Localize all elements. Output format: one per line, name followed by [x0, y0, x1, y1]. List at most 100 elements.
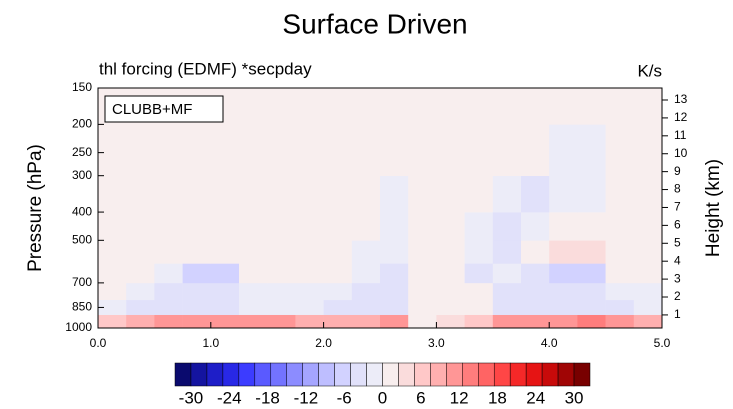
heat-cell — [436, 299, 465, 315]
heat-cell — [521, 124, 550, 176]
heat-cell — [577, 314, 606, 329]
y2-tick-label: 8 — [674, 182, 681, 196]
heat-cell — [295, 263, 324, 284]
heat-cell — [295, 240, 324, 264]
heat-cell — [351, 314, 381, 329]
heat-cell — [98, 124, 127, 176]
colorbar-box — [493, 362, 511, 387]
heat-cell — [126, 263, 155, 284]
heat-cell — [267, 314, 296, 329]
heat-cell — [408, 124, 437, 176]
y2-tick-label: 10 — [674, 146, 688, 160]
colorbar-tick-label: -24 — [217, 388, 242, 407]
colorbar-tick-label: -30 — [179, 388, 204, 407]
colorbar-tick-label: -12 — [294, 388, 319, 407]
heat-cell — [239, 299, 268, 315]
heat-cell — [521, 240, 550, 264]
heat-cell — [408, 299, 437, 315]
colorbar-box — [414, 362, 431, 387]
heatmap — [98, 88, 663, 329]
heat-cell — [182, 299, 212, 315]
colorbar-tick-label: 18 — [488, 388, 507, 407]
colorbar-box — [557, 362, 575, 387]
heat-cell — [380, 282, 409, 301]
heat-cell — [182, 282, 212, 301]
colorbar-box — [270, 362, 287, 387]
heat-cell — [464, 124, 494, 176]
heat-cell — [521, 263, 550, 284]
colorbar-box — [573, 362, 591, 387]
heat-cell — [521, 314, 550, 329]
heat-cell — [633, 240, 663, 264]
y2-tick-label: 12 — [674, 110, 688, 124]
heat-cell — [492, 314, 522, 329]
heat-cell — [351, 88, 381, 125]
heat-cell — [436, 212, 465, 241]
heat-cell — [464, 240, 494, 264]
heat-cell — [210, 299, 240, 315]
heat-cell — [605, 88, 635, 125]
heat-cell — [98, 175, 127, 213]
heat-cell — [380, 212, 409, 241]
heat-cell — [239, 263, 268, 284]
heat-cell — [408, 240, 437, 264]
heat-cell — [98, 263, 127, 284]
heat-cell — [98, 240, 127, 264]
heat-cell — [408, 282, 437, 301]
heat-cell — [549, 175, 578, 213]
heat-cell — [408, 263, 437, 284]
heat-cell — [549, 212, 578, 241]
heat-cell — [605, 299, 635, 315]
heat-cell — [549, 282, 578, 301]
heat-cell — [239, 124, 268, 176]
heat-cell — [210, 314, 240, 329]
heat-cell — [210, 124, 240, 176]
y2-tick-label: 11 — [674, 128, 687, 142]
heat-cell — [182, 314, 212, 329]
heat-cell — [492, 263, 522, 284]
heat-cell — [492, 88, 522, 125]
y2-tick-label: 9 — [674, 164, 681, 178]
y-tick-label: 850 — [72, 300, 92, 314]
heat-cell — [408, 212, 437, 241]
heat-cell — [492, 124, 522, 176]
heat-cell — [436, 88, 465, 125]
heat-cell — [633, 263, 663, 284]
heat-cell — [323, 299, 353, 315]
heat-cell — [323, 240, 353, 264]
colorbar-box — [222, 362, 240, 387]
y2-tick-label: 5 — [674, 235, 681, 249]
heat-cell — [323, 263, 353, 284]
heat-cell — [98, 299, 127, 315]
colorbar-box — [525, 362, 543, 387]
y-tick-label: 1000 — [65, 320, 92, 334]
heat-cell — [267, 282, 296, 301]
heat-cell — [436, 240, 465, 264]
y2-tick-label: 3 — [674, 271, 681, 285]
y-tick-label: 400 — [72, 204, 92, 218]
heat-cell — [267, 263, 296, 284]
heat-cell — [380, 263, 409, 284]
heat-cell — [154, 175, 183, 213]
heat-cell — [323, 314, 353, 329]
heat-cell — [154, 314, 183, 329]
heat-cell — [351, 175, 381, 213]
heat-cell — [549, 263, 578, 284]
heat-cell — [464, 212, 494, 241]
colorbar-box — [238, 362, 256, 387]
y-tick-label: 500 — [72, 232, 92, 246]
heat-cell — [577, 282, 606, 301]
heat-cell — [351, 240, 381, 264]
colorbar-tick-label: 6 — [416, 388, 425, 407]
heat-cell — [98, 314, 127, 329]
heat-cell — [605, 263, 635, 284]
heat-cell — [323, 282, 353, 301]
legend-box — [104, 95, 224, 123]
heat-cell — [436, 263, 465, 284]
y-tick-label: 150 — [72, 80, 92, 94]
heat-cell — [605, 240, 635, 264]
heat-cell — [492, 299, 522, 315]
colorbar-box — [334, 362, 351, 387]
heat-cell — [295, 88, 324, 125]
